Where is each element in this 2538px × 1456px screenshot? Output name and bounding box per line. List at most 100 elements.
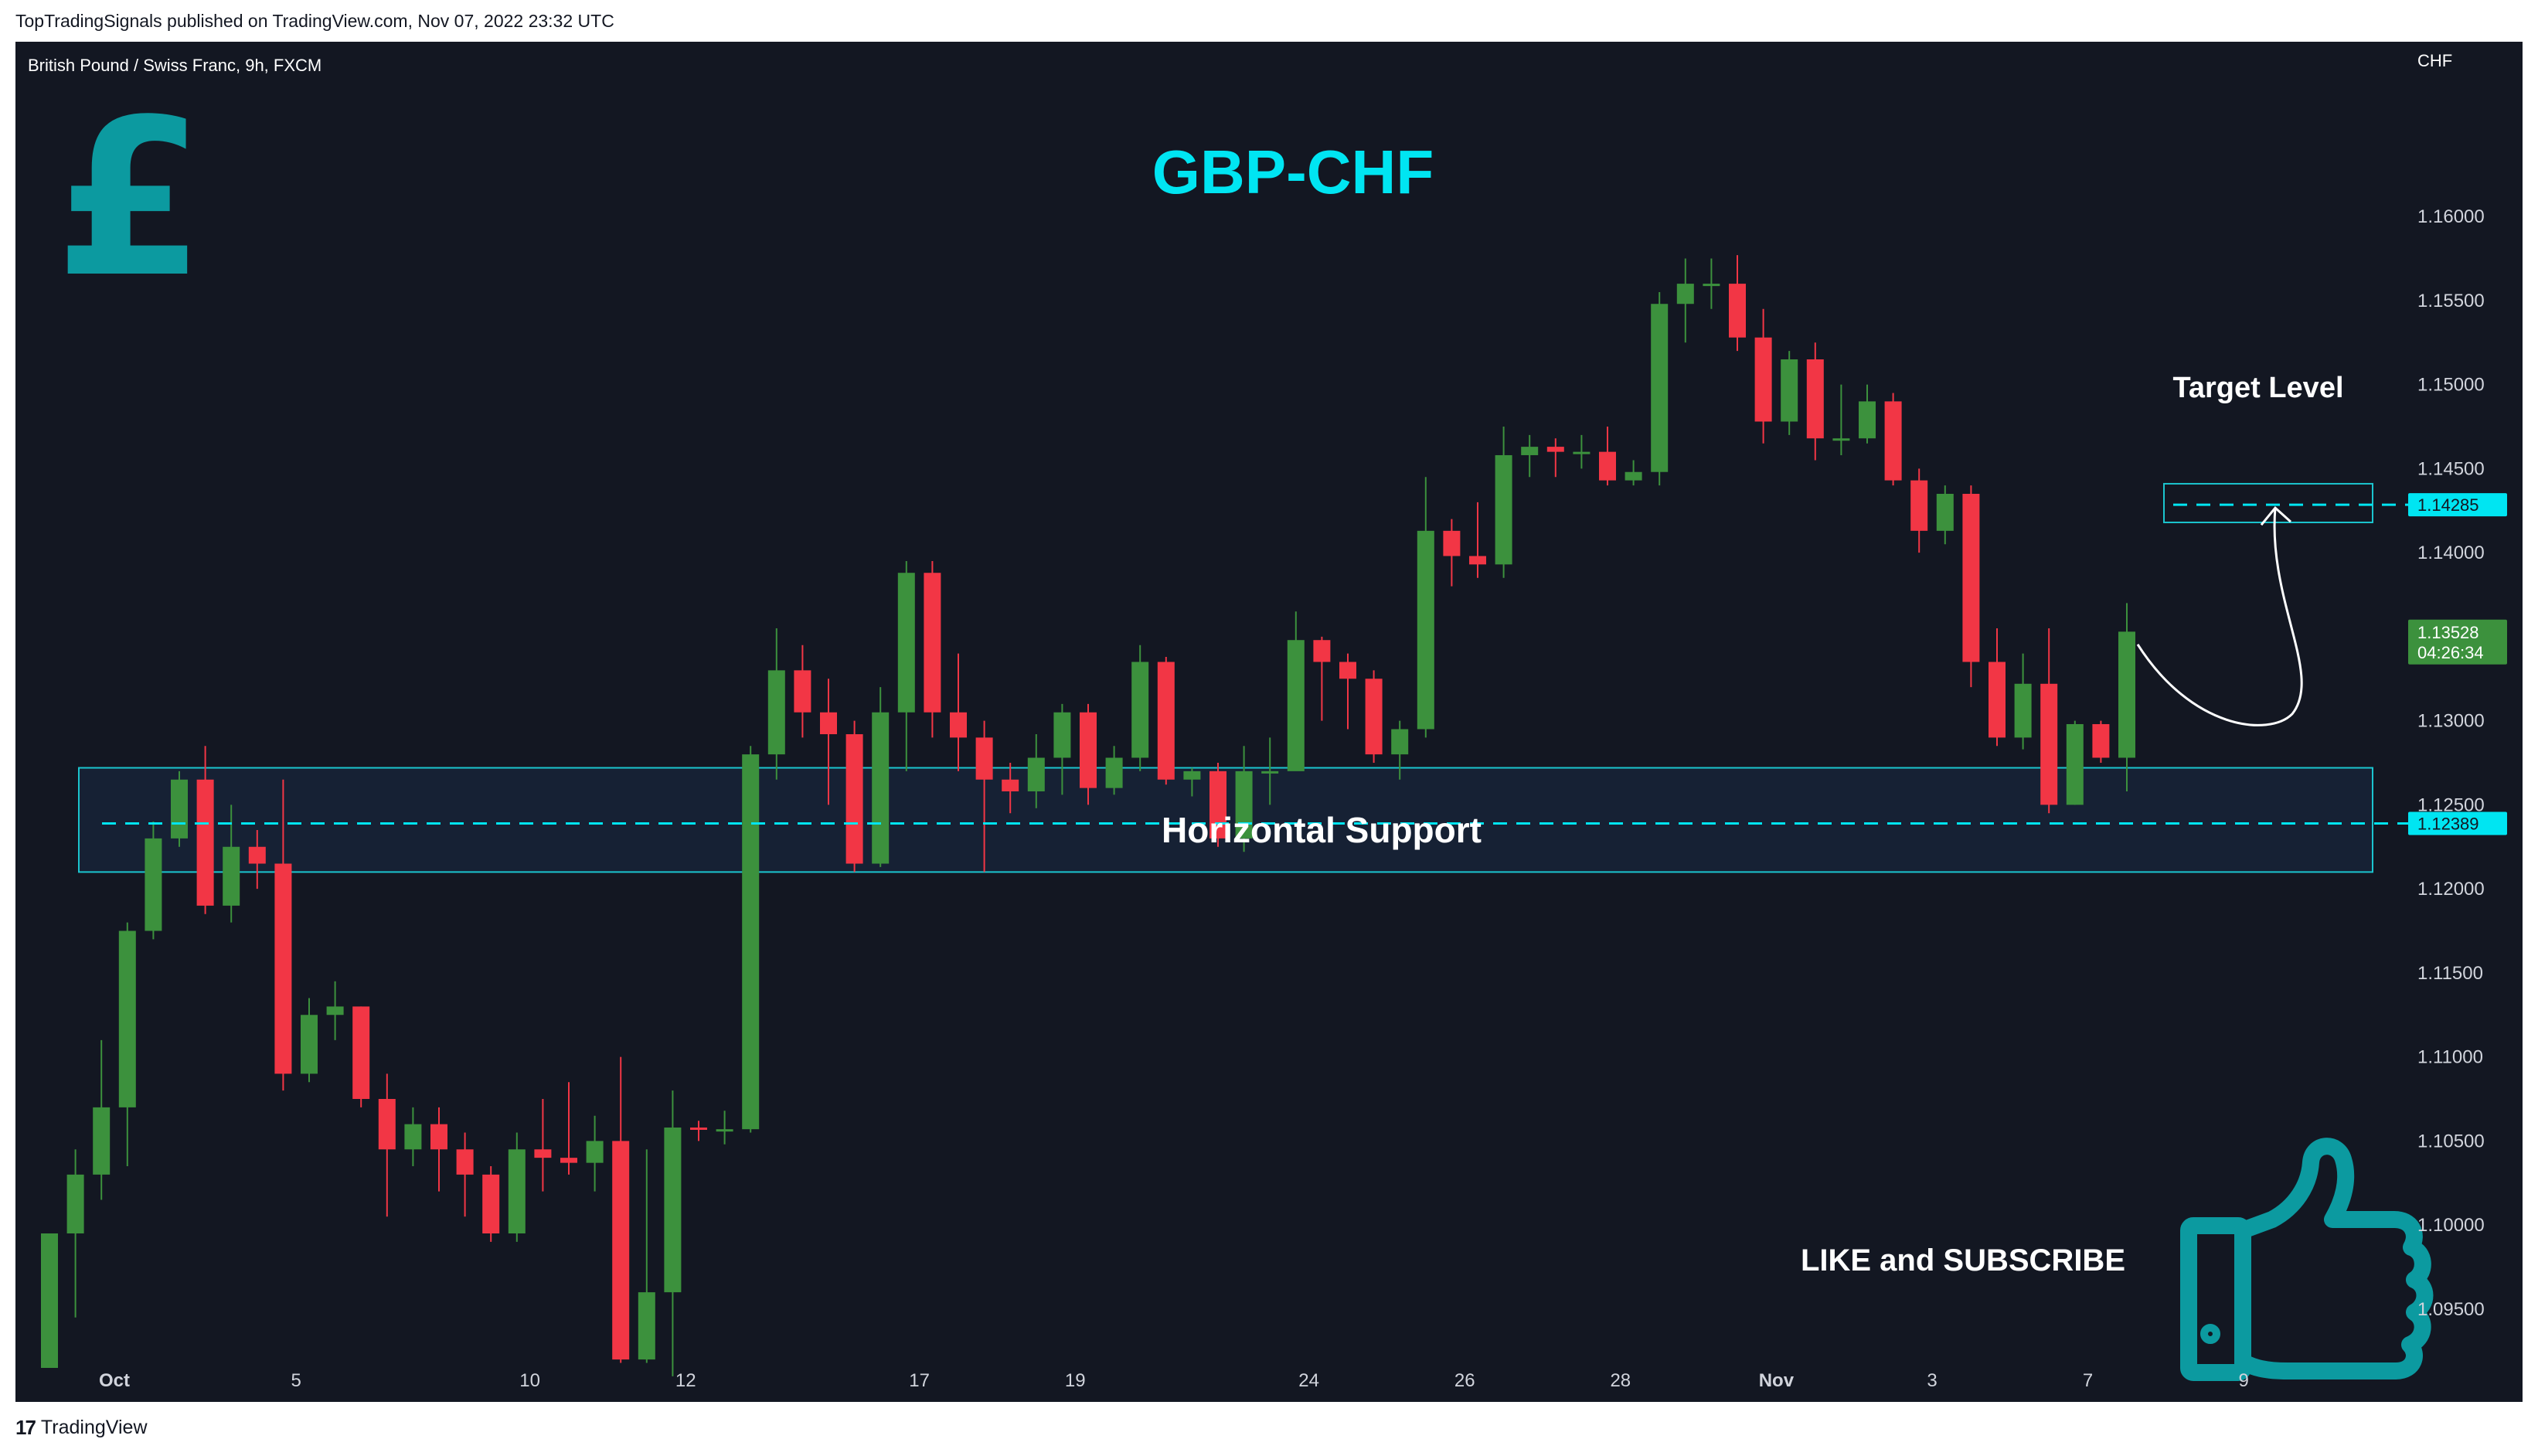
time-tick-label: Oct (99, 1370, 130, 1391)
candle-body (924, 573, 941, 713)
candle-body (2118, 631, 2135, 758)
projection-arrow (2136, 508, 2303, 726)
candle-body (404, 1124, 422, 1150)
candle-body (1105, 757, 1123, 788)
candle-body (1183, 771, 1201, 780)
symbol-label: British Pound / Swiss Franc, 9h, FXCM (28, 56, 322, 75)
candle-body (145, 838, 162, 931)
candle-body (638, 1292, 655, 1360)
projection-arrow-head (2260, 505, 2292, 526)
candle-body (534, 1149, 552, 1158)
candle-body (1754, 337, 1772, 422)
candle-body (93, 1107, 111, 1175)
candle-body (223, 846, 240, 906)
candle-body (66, 1174, 84, 1233)
candle-body (326, 1006, 344, 1015)
time-tick-label: 3 (1927, 1370, 1937, 1391)
time-tick-label: 26 (1454, 1370, 1475, 1391)
candle-body (482, 1174, 500, 1233)
target-price-text: 1.14285 (2417, 495, 2479, 515)
candle-body (1339, 662, 1356, 679)
target-zone (2163, 482, 2373, 523)
candle-body (1703, 284, 1720, 287)
candle-body (716, 1129, 733, 1132)
candle-body (560, 1158, 577, 1163)
candle-body (1365, 679, 1383, 755)
tradingview-brand-text: TradingView (40, 1417, 148, 1438)
candle-body (845, 734, 863, 864)
candle-body (301, 1015, 318, 1074)
candle-body (1443, 530, 1461, 556)
thumbs-up-icon (2180, 1138, 2434, 1381)
candle-body (950, 712, 967, 738)
candle-body (1287, 640, 1305, 771)
candle-body (1313, 640, 1331, 662)
candle-body (820, 712, 837, 735)
candle-body (1209, 771, 1226, 839)
candle-body (1235, 771, 1253, 839)
bar-countdown-text: 04:26:34 (2417, 643, 2484, 662)
candlestick-chart[interactable]: British Pound / Swiss Franc, 9h, FXCM CH… (15, 42, 2523, 1402)
price-tick-label: 1.10000 (2417, 1215, 2485, 1236)
price-tick-label: 1.11500 (2417, 963, 2483, 984)
time-tick-label: 24 (1298, 1370, 1319, 1391)
candle-body (1651, 304, 1669, 472)
candle-body (1261, 771, 1279, 774)
candle-body (1962, 494, 1980, 662)
candle-body (1806, 359, 1824, 439)
price-tick-label: 1.09500 (2417, 1299, 2485, 1320)
candle-body (1859, 401, 1876, 439)
time-axis[interactable]: Oct 5 10 12 17 19 24 26 28 Nov 3 7 9 (99, 1370, 2249, 1391)
candle-body (586, 1141, 604, 1163)
candle-body (1676, 284, 1694, 304)
candle-body (1832, 438, 1850, 441)
publish-info: TopTradingSignals published on TradingVi… (15, 11, 614, 31)
price-tick-label: 1.10500 (2417, 1131, 2485, 1152)
target-price-tag: 1.14285 (2408, 493, 2507, 517)
candle-body (612, 1141, 630, 1360)
tradingview-footer[interactable]: 17 TradingView (15, 1416, 148, 1440)
chart-title: GBP-CHF (1152, 138, 1434, 206)
price-tick-label: 1.12000 (2417, 879, 2485, 900)
candle-body (456, 1149, 474, 1175)
candles-layer (41, 255, 2135, 1376)
candle-body (430, 1124, 447, 1150)
candle-body (1546, 447, 1564, 452)
tradingview-logo-icon: 17 (15, 1416, 36, 1439)
price-tick-label: 1.16000 (2417, 206, 2485, 227)
support-price-text: 1.12389 (2417, 815, 2479, 834)
candle-body (872, 712, 890, 864)
candle-body (1131, 662, 1149, 758)
candle-body (2040, 683, 2058, 805)
price-tick-label: 1.15000 (2417, 375, 2485, 396)
candle-body (1002, 779, 1019, 791)
candle-body (1417, 530, 1434, 730)
time-tick-label: 12 (675, 1370, 696, 1391)
cta-text: LIKE and SUBSCRIBE (1801, 1243, 2125, 1277)
candle-body (1027, 757, 1045, 791)
chart-panel[interactable]: British Pound / Swiss Franc, 9h, FXCM CH… (15, 42, 2523, 1402)
time-tick-label: Nov (1759, 1370, 1795, 1391)
candle-body (196, 779, 214, 906)
candle-body (1599, 451, 1616, 481)
time-tick-label: 17 (909, 1370, 930, 1391)
time-tick-label: 10 (519, 1370, 540, 1391)
target-label: Target Level (2172, 372, 2343, 404)
pound-icon: £ (55, 73, 206, 325)
support-price-tag: 1.12389 (2408, 811, 2507, 835)
candle-body (2092, 723, 2110, 758)
time-tick-label: 19 (1065, 1370, 1086, 1391)
candle-body (975, 737, 993, 780)
candle-body (1521, 447, 1539, 455)
time-tick-label: 28 (1610, 1370, 1631, 1391)
price-axis[interactable]: 1.16000 1.15500 1.15000 1.14500 1.14000 1.135… (2417, 206, 2485, 1320)
candle-body (171, 779, 188, 839)
time-tick-label: 9 (2239, 1370, 2249, 1391)
price-tick-label: 1.13000 (2417, 711, 2485, 732)
candle-body (378, 1099, 396, 1150)
candle-body (1910, 480, 1928, 531)
candle-body (897, 573, 915, 713)
candle-body (1391, 729, 1409, 755)
candle-body (118, 930, 136, 1107)
candle-body (1573, 451, 1591, 454)
